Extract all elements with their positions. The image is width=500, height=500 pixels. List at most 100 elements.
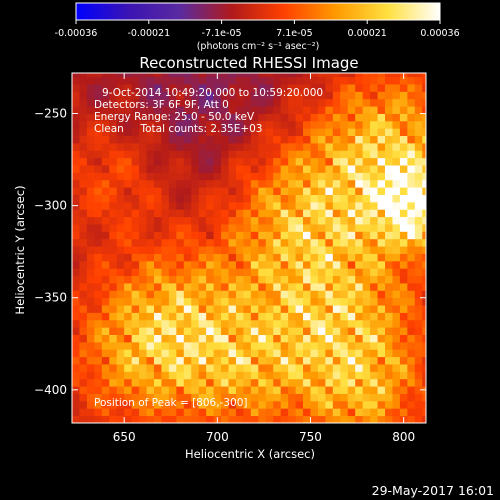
heatmap-cell	[295, 231, 304, 240]
heatmap-cell	[377, 143, 386, 151]
heatmap-cell	[295, 135, 304, 144]
heatmap-cell	[116, 386, 125, 394]
heatmap-cell	[340, 268, 349, 277]
heatmap-cell	[198, 364, 207, 372]
heatmap-cell	[414, 312, 423, 321]
heatmap-cell	[161, 165, 170, 173]
heatmap-cell	[116, 238, 125, 247]
heatmap-cell	[109, 349, 118, 358]
heatmap-cell	[265, 349, 274, 358]
heatmap-cell	[235, 224, 244, 232]
heatmap-cell	[325, 253, 334, 262]
heatmap-cell	[258, 150, 267, 159]
heatmap-cell	[161, 341, 170, 350]
heatmap-cell	[221, 179, 229, 188]
heatmap-cell	[94, 319, 103, 328]
heatmap-cell	[355, 371, 364, 380]
heatmap-cell	[288, 334, 296, 343]
heatmap-cell	[288, 120, 296, 129]
heatmap-cell	[250, 106, 259, 114]
heatmap-cell	[258, 327, 267, 335]
heatmap-cell	[183, 172, 192, 181]
heatmap-cell	[139, 415, 147, 423]
heatmap-cell	[79, 187, 88, 195]
heatmap-cell	[116, 275, 125, 284]
heatmap-cell	[399, 341, 408, 350]
heatmap-cell	[124, 260, 133, 269]
heatmap-cell	[161, 209, 170, 218]
heatmap-cell	[153, 246, 162, 254]
heatmap-cell	[228, 305, 237, 313]
heatmap-cell	[161, 238, 170, 247]
heatmap-cell	[258, 194, 267, 203]
heatmap-cell	[407, 91, 416, 100]
heatmap-cell	[191, 143, 200, 151]
heatmap-cell	[340, 194, 349, 203]
heatmap-cell	[422, 194, 426, 203]
heatmap-cell	[317, 231, 326, 240]
heatmap-cell	[265, 165, 274, 173]
heatmap-cell	[370, 135, 378, 144]
heatmap-cell	[355, 408, 364, 417]
heatmap-cell	[124, 106, 133, 114]
heatmap-cell	[265, 84, 274, 92]
heatmap-cell	[414, 231, 423, 240]
heatmap-cell	[370, 179, 378, 188]
heatmap-cell	[213, 84, 222, 92]
heatmap-cell	[280, 150, 289, 159]
heatmap-cell	[377, 231, 386, 240]
heatmap-cell	[198, 334, 207, 343]
heatmap-cell	[116, 334, 125, 343]
heatmap-cell	[295, 98, 304, 107]
heatmap-cell	[362, 356, 371, 365]
heatmap-cell	[146, 194, 155, 203]
heatmap-cell	[139, 120, 147, 129]
heatmap-cell	[183, 201, 192, 210]
heatmap-cell	[183, 224, 192, 232]
heatmap-cell	[146, 98, 155, 107]
heatmap-cell	[161, 84, 170, 92]
heatmap-cell	[340, 187, 349, 195]
heatmap-cell	[288, 231, 296, 240]
heatmap-cell	[139, 238, 147, 247]
heatmap-cell	[377, 113, 386, 122]
heatmap-cell	[153, 165, 162, 173]
heatmap-cell	[377, 327, 386, 335]
heatmap-cell	[422, 165, 426, 173]
heatmap-cell	[377, 386, 386, 394]
heatmap-cell	[332, 224, 341, 232]
heatmap-cell	[168, 334, 177, 343]
heatmap-cell	[116, 172, 125, 181]
heatmap-cell	[414, 364, 423, 372]
heatmap-cell	[317, 238, 326, 247]
heatmap-cell	[191, 209, 200, 218]
heatmap-cell	[399, 327, 408, 335]
heatmap-cell	[332, 319, 341, 328]
heatmap-cell	[168, 378, 177, 387]
heatmap-cell	[340, 113, 349, 122]
heatmap-cell	[407, 73, 416, 78]
heatmap-cell	[139, 194, 147, 203]
heatmap-cell	[377, 76, 386, 85]
heatmap-cell	[295, 84, 304, 92]
heatmap-cell	[86, 297, 95, 306]
heatmap-cell	[347, 231, 356, 240]
heatmap-cell	[191, 305, 200, 313]
heatmap-cell	[392, 371, 401, 380]
heatmap-cell	[243, 135, 252, 144]
heatmap-cell	[310, 305, 319, 313]
heatmap-cell	[355, 224, 364, 232]
heatmap-cell	[295, 312, 304, 321]
heatmap-cell	[228, 84, 237, 92]
heatmap-cell	[258, 128, 267, 137]
heatmap-cell	[407, 201, 416, 210]
heatmap-cell	[385, 98, 393, 107]
heatmap-cell	[288, 209, 296, 218]
heatmap-cell	[399, 172, 408, 181]
heatmap-cell	[258, 349, 267, 358]
heatmap-cell	[101, 98, 110, 107]
heatmap-cell	[332, 386, 341, 394]
heatmap-cell	[377, 415, 386, 423]
heatmap-cell	[280, 106, 289, 114]
heatmap-cell	[139, 150, 147, 159]
